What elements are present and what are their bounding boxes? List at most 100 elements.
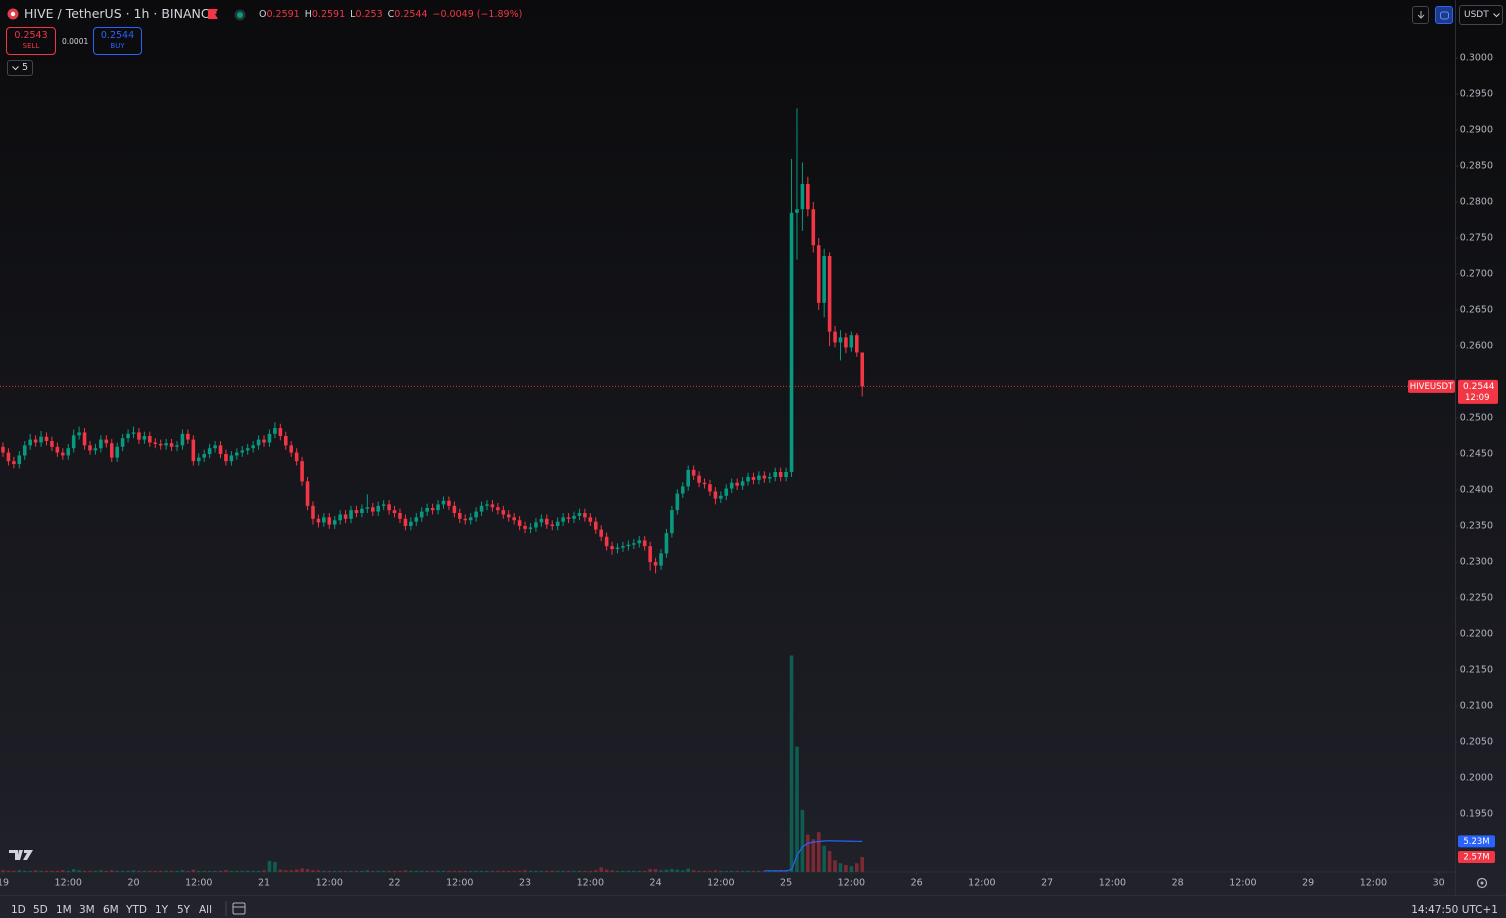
range-button[interactable]: 1M (56, 904, 72, 916)
volume-bar (468, 870, 473, 872)
range-button[interactable]: 1D (11, 904, 26, 916)
candle-body (175, 445, 179, 447)
candle-body (126, 433, 130, 439)
candle-body (88, 445, 92, 451)
volume-bar (441, 870, 446, 872)
x-tick-label: 21 (258, 878, 270, 889)
volume-bar (854, 863, 859, 872)
market-status (234, 9, 246, 21)
volume-bar (202, 870, 207, 872)
candle-body (746, 477, 750, 482)
candle-body (365, 507, 370, 509)
sync-button[interactable] (1435, 6, 1453, 24)
candle-body (806, 184, 810, 210)
y-tick-label: 0.2450 (1460, 448, 1493, 459)
currency: USDT (1464, 10, 1489, 20)
candle-body (66, 448, 71, 456)
x-tick-label: 12:00 (446, 878, 473, 889)
range-button[interactable]: 1Y (155, 904, 169, 916)
buy-button[interactable]: 0.2544 BUY (93, 27, 142, 55)
volume-bar (131, 870, 136, 872)
symbol-title[interactable]: HIVE / TetherUS · 1h · BINANCE (24, 6, 218, 21)
volume-bar (180, 870, 185, 872)
candle-body (844, 337, 848, 348)
candle-body (577, 513, 582, 516)
indicators-toggle[interactable]: 5 (7, 60, 33, 76)
candle-body (463, 518, 468, 521)
range-button[interactable]: 6M (103, 904, 119, 916)
y-tick-label: 0.2700 (1460, 269, 1493, 280)
date-range-icon[interactable] (232, 902, 246, 915)
volume-bar (670, 869, 674, 872)
range-button[interactable]: 3M (79, 904, 95, 916)
x-tick-label: 26 (911, 878, 923, 889)
ohlc-key: L (350, 9, 356, 20)
volume-bar (414, 870, 419, 872)
candle-body (387, 504, 391, 511)
volume-bar (104, 870, 109, 872)
volume-bar (740, 870, 745, 872)
candle-body (22, 445, 27, 456)
volume-bar (387, 870, 391, 872)
volume-bar (501, 870, 506, 872)
volume-bar (474, 870, 478, 872)
candle-body (555, 521, 560, 526)
candle-body (376, 505, 381, 512)
volume-bar (844, 864, 848, 872)
candle-body (17, 455, 22, 465)
scroll-button[interactable] (1412, 6, 1429, 24)
clock: 14:47:50 UTC+1 (1411, 904, 1498, 916)
range-button[interactable]: All (199, 904, 213, 916)
volume-bar (566, 870, 571, 872)
volume-bar (218, 870, 223, 872)
volume-bar (376, 870, 381, 872)
volume-bar (800, 809, 805, 872)
candle-body (506, 514, 511, 518)
y-tick-label: 0.1950 (1460, 808, 1493, 819)
volume-bar (349, 870, 353, 872)
volume-bar (153, 870, 158, 872)
volume-bar (88, 870, 92, 872)
candle-body (131, 432, 136, 434)
y-tick-label: 0.2100 (1460, 700, 1493, 711)
ohlc-value: 0.253 (355, 9, 383, 20)
volume-bar (403, 870, 408, 872)
range-button[interactable]: 5D (33, 904, 48, 916)
candle-body (245, 448, 250, 451)
exchange-flag (208, 9, 218, 19)
settings-icon[interactable] (1476, 877, 1488, 889)
volume-bar (463, 870, 468, 872)
candle-body (691, 469, 696, 476)
volume-bar (479, 870, 484, 872)
ohlc-key: H (304, 9, 312, 20)
x-tick-label: 12:00 (707, 878, 734, 889)
volume-bar (604, 869, 609, 872)
volume-bar (659, 870, 663, 872)
candle-body (632, 543, 636, 545)
candle-body (305, 481, 310, 506)
y-tick-label: 0.2950 (1460, 89, 1493, 100)
candle-body (430, 507, 435, 511)
volume-bar (262, 870, 266, 872)
y-tick-label: 0.2800 (1460, 197, 1493, 208)
sell-button[interactable]: 0.2543 SELL (6, 27, 56, 55)
volume-bar (490, 870, 495, 872)
candle-body (735, 482, 739, 486)
candle-body (545, 518, 549, 525)
y-tick-label: 0.2250 (1460, 592, 1493, 603)
candle-body (713, 491, 718, 499)
volume-bar (653, 869, 658, 872)
volume-bar (588, 870, 593, 872)
candle-body (740, 481, 745, 486)
volume-bar (789, 655, 794, 872)
candle-body (327, 517, 332, 525)
candle-body (414, 517, 419, 522)
range-button[interactable]: YTD (126, 904, 147, 916)
currency-select[interactable]: USDT (1459, 5, 1503, 25)
range-button[interactable]: 5Y (177, 904, 191, 916)
symbol-icon (7, 8, 19, 20)
candle-body (680, 486, 685, 494)
candle-body (82, 432, 87, 446)
volume-bar (273, 862, 277, 872)
